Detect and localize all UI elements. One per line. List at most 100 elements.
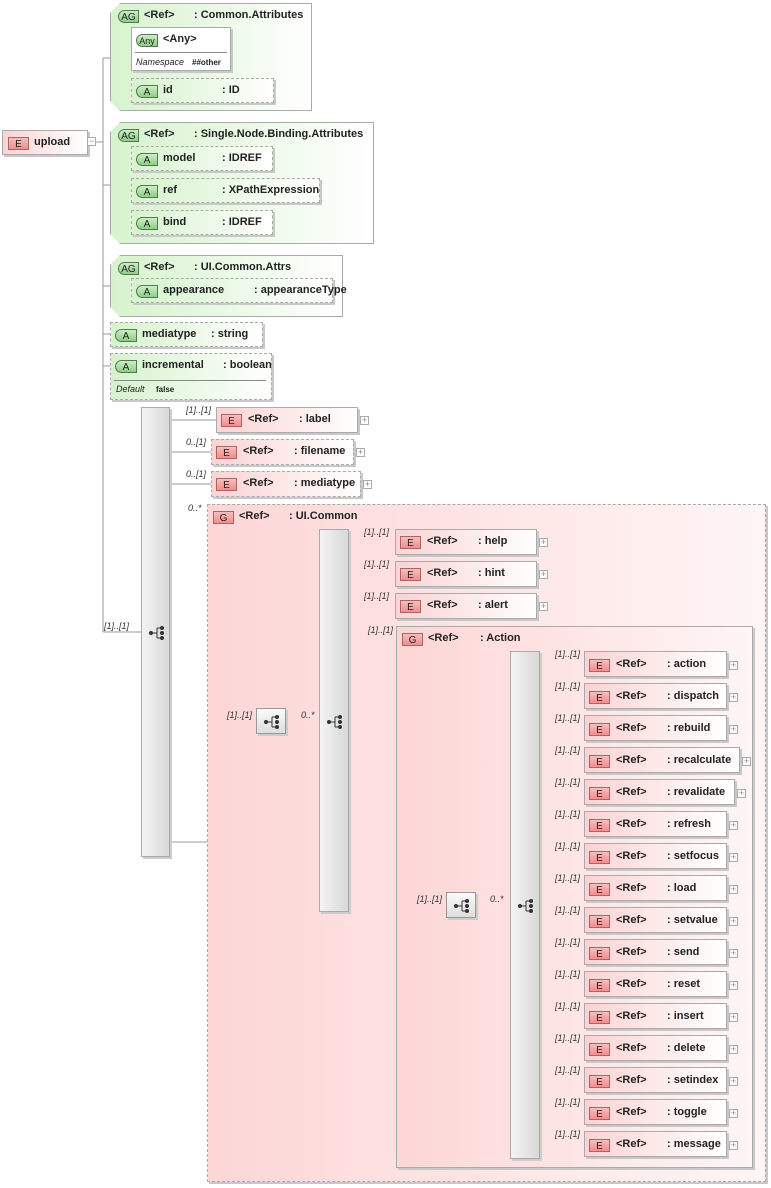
element-name: : action — [667, 658, 707, 670]
element-alert[interactable]: E <Ref>: alert — [395, 593, 537, 619]
default-value: false — [156, 385, 175, 394]
sequence-compositor[interactable] — [446, 892, 476, 918]
element-ref: <Ref> — [616, 882, 647, 894]
cardinality-label: 0..[1] — [186, 437, 207, 447]
expand-toggle-icon[interactable]: + — [729, 724, 738, 734]
cardinality-label: [1]..[1] — [227, 710, 253, 720]
expand-toggle-icon[interactable]: + — [737, 788, 746, 798]
expand-toggle-icon[interactable]: + — [729, 852, 738, 862]
element-insert[interactable]: E <Ref>: insert — [584, 1003, 727, 1029]
element-delete[interactable]: E <Ref>: delete — [584, 1035, 727, 1061]
cardinality-label: [1]..[1] — [555, 809, 581, 819]
attribute-type: : IDREF — [222, 152, 262, 164]
element-send[interactable]: E <Ref>: send — [584, 939, 727, 965]
collapse-toggle-icon[interactable]: − — [87, 136, 96, 146]
sequence-compositor[interactable] — [256, 708, 286, 734]
a-badge-icon: A — [115, 329, 137, 342]
element-rebuild[interactable]: E <Ref>: rebuild — [584, 715, 727, 741]
e-badge-icon: E — [400, 600, 421, 613]
element-help[interactable]: E <Ref>: help — [395, 529, 537, 555]
expand-toggle-icon[interactable]: + — [729, 1044, 738, 1054]
element-refresh[interactable]: E <Ref>: refresh — [584, 811, 727, 837]
element-action[interactable]: E <Ref>: action — [584, 651, 727, 677]
choice-icon — [327, 715, 342, 729]
expand-toggle-icon[interactable]: + — [539, 537, 548, 547]
group-name: : Single.Node.Binding.Attributes — [194, 128, 364, 140]
expand-toggle-icon[interactable]: + — [742, 756, 751, 766]
e-badge-icon: E — [589, 755, 610, 768]
cardinality-label: [1]..[1] — [364, 591, 390, 601]
element-name: : dispatch — [667, 690, 719, 702]
cardinality-label: [1]..[1] — [368, 625, 394, 635]
expand-toggle-icon[interactable]: + — [729, 1012, 738, 1022]
element-name: : help — [478, 535, 508, 547]
expand-toggle-icon[interactable]: + — [729, 660, 738, 670]
element-ref: <Ref> — [616, 978, 647, 990]
cardinality-label: [1]..[1] — [555, 905, 581, 915]
expand-toggle-icon[interactable]: + — [729, 1140, 738, 1150]
sequence-icon — [454, 899, 469, 913]
element-name: : setfocus — [667, 850, 719, 862]
element-name: : recalculate — [667, 754, 732, 766]
element-revalidate[interactable]: E <Ref>: revalidate — [584, 779, 735, 805]
element-setvalue[interactable]: E <Ref>: setvalue — [584, 907, 727, 933]
attribute-type: : string — [211, 328, 249, 340]
element-recalculate[interactable]: E <Ref>: recalculate — [584, 747, 740, 773]
expand-toggle-icon[interactable]: + — [729, 692, 738, 702]
expand-toggle-icon[interactable]: + — [539, 569, 548, 579]
attribute-name: ref — [163, 184, 178, 196]
element-toggle[interactable]: E <Ref>: toggle — [584, 1099, 727, 1125]
e-badge-icon: E — [216, 446, 237, 459]
element-reset[interactable]: E <Ref>: reset — [584, 971, 727, 997]
element-dispatch[interactable]: E <Ref>: dispatch — [584, 683, 727, 709]
element-load[interactable]: E <Ref>: load — [584, 875, 727, 901]
expand-toggle-icon[interactable]: + — [729, 884, 738, 894]
expand-toggle-icon[interactable]: + — [539, 601, 548, 611]
expand-toggle-icon[interactable]: + — [356, 447, 365, 457]
expand-toggle-icon[interactable]: + — [360, 415, 369, 425]
cardinality-label: [1]..[1] — [555, 713, 581, 723]
e-badge-icon: E — [589, 659, 610, 672]
expand-toggle-icon[interactable]: + — [729, 1076, 738, 1086]
element-ref: <Ref> — [243, 477, 274, 489]
element-mediatype[interactable]: E <Ref>: mediatype — [211, 471, 361, 497]
element-ref: <Ref> — [616, 818, 647, 830]
expand-toggle-icon[interactable]: + — [729, 948, 738, 958]
attribute-name: mediatype — [142, 328, 197, 340]
element-setfocus[interactable]: E <Ref>: setfocus — [584, 843, 727, 869]
choice-compositor[interactable] — [510, 651, 540, 1159]
cardinality-label: 0..* — [301, 710, 315, 720]
sequence-compositor[interactable] — [141, 407, 170, 857]
expand-toggle-icon[interactable]: + — [729, 820, 738, 830]
element-setindex[interactable]: E <Ref>: setindex — [584, 1067, 727, 1093]
choice-compositor[interactable] — [319, 529, 349, 912]
element-name: : label — [299, 413, 331, 425]
cardinality-label: [1]..[1] — [555, 745, 581, 755]
expand-toggle-icon[interactable]: + — [729, 980, 738, 990]
element-filename[interactable]: E <Ref>: filename — [211, 439, 354, 465]
attribute-name: appearance — [163, 284, 225, 296]
element-ref: <Ref> — [427, 567, 458, 579]
expand-toggle-icon[interactable]: + — [363, 479, 372, 489]
element-ref: <Ref> — [616, 1042, 647, 1054]
e-badge-icon: E — [589, 1107, 610, 1120]
element-hint[interactable]: E <Ref>: hint — [395, 561, 537, 587]
e-badge-icon: E — [589, 915, 610, 928]
sequence-icon — [264, 715, 279, 729]
expand-toggle-icon[interactable]: + — [729, 1108, 738, 1118]
any-divider — [135, 52, 227, 53]
expand-toggle-icon[interactable]: + — [729, 916, 738, 926]
element-ref: <Ref> — [616, 1106, 647, 1118]
e-badge-icon: E — [589, 979, 610, 992]
element-message[interactable]: E <Ref>: message — [584, 1131, 727, 1157]
element-label[interactable]: E <Ref>: label — [216, 407, 358, 433]
element-name: : load — [667, 882, 697, 894]
